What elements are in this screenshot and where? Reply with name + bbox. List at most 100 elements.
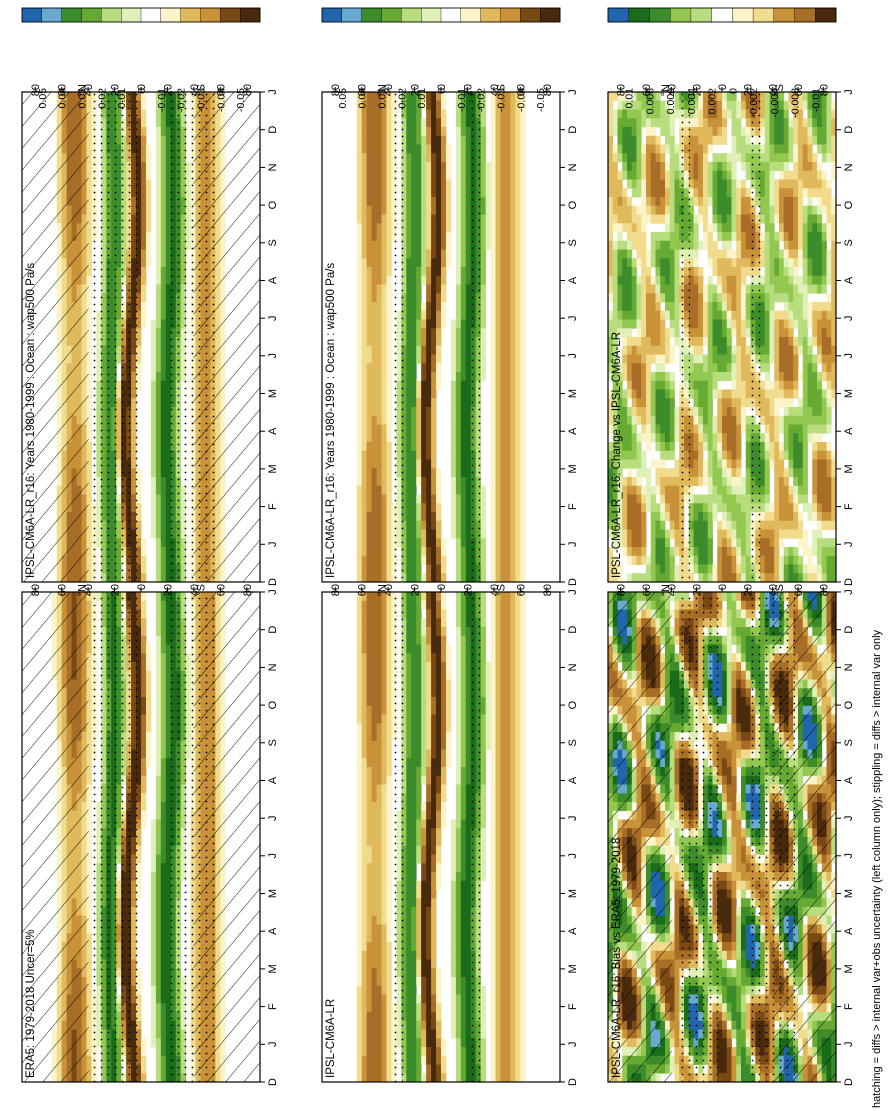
heatmap-cell <box>155 275 162 285</box>
heatmap-cell <box>160 328 167 338</box>
heatmap-cell <box>150 907 157 917</box>
heatmap-cell <box>490 398 496 408</box>
heatmap-cell <box>411 380 417 390</box>
heatmap-cell <box>145 153 152 163</box>
heatmap-cell <box>416 127 422 137</box>
heatmap-cell <box>141 284 147 294</box>
heatmap-cell <box>155 407 162 417</box>
heatmap-cell <box>155 1055 162 1065</box>
heatmap-cell <box>141 267 147 277</box>
heatmap-cell <box>411 275 417 285</box>
heatmap-cell <box>431 468 437 478</box>
heatmap-cell <box>381 302 387 312</box>
heatmap-cell <box>371 450 377 460</box>
heatmap-cell <box>426 328 432 338</box>
heatmap-cell <box>165 162 172 172</box>
month-tick-label: S <box>267 239 279 246</box>
heatmap-cell <box>155 784 162 794</box>
heatmap-cell <box>381 459 387 469</box>
heatmap-cell <box>455 485 462 495</box>
heatmap-cell <box>86 942 92 952</box>
heatmap-cell <box>436 512 442 522</box>
heatmap-cell <box>361 205 368 215</box>
heatmap-cell <box>366 424 372 434</box>
heatmap-cell <box>386 310 392 320</box>
heatmap-cell <box>155 512 162 522</box>
heatmap-cell <box>460 144 467 154</box>
heatmap-cell <box>86 205 92 215</box>
heatmap-cell <box>450 459 457 469</box>
heatmap-cell <box>165 345 172 355</box>
heatmap-cell <box>455 538 462 548</box>
heatmap-cell <box>500 302 506 312</box>
heatmap-cell <box>165 424 172 434</box>
heatmap-cell <box>416 144 422 154</box>
heatmap-cell <box>490 310 496 320</box>
heatmap-cell <box>381 573 387 583</box>
heatmap-cell <box>460 503 467 513</box>
heatmap-cell <box>431 100 437 110</box>
heatmap-cell <box>460 162 467 172</box>
heatmap-cell <box>160 354 167 364</box>
lat-tick-label: 80 <box>242 84 254 96</box>
heatmap-cell <box>141 275 147 285</box>
heatmap-cell <box>431 118 437 128</box>
heatmap-cell <box>86 994 92 1004</box>
heatmap-cell <box>460 214 467 224</box>
heatmap-cell <box>500 267 506 277</box>
heatmap-cell <box>421 555 427 565</box>
heatmap-cell <box>150 985 157 995</box>
heatmap-cell <box>86 705 92 715</box>
heatmap-cell <box>495 450 501 460</box>
heatmap-cell <box>366 512 372 522</box>
heatmap-cell <box>155 767 162 777</box>
heatmap-cell <box>426 547 432 557</box>
heatmap-cell <box>381 485 387 495</box>
heatmap-cell <box>361 153 368 163</box>
heatmap-cell <box>386 494 392 504</box>
heatmap-cell <box>436 380 442 390</box>
heatmap-cell <box>450 477 457 487</box>
heatmap-cell <box>165 205 172 215</box>
heatmap-cell <box>361 135 368 145</box>
heatmap-cell <box>421 450 427 460</box>
heatmap-cell <box>460 380 467 390</box>
heatmap-cell <box>356 118 363 128</box>
heatmap-cell <box>381 363 387 373</box>
heatmap-cell <box>441 310 447 320</box>
heatmap-cell <box>450 520 457 530</box>
heatmap-cell <box>426 564 432 574</box>
heatmap-cell <box>165 767 172 777</box>
heatmap-cell <box>86 670 92 680</box>
heatmap-cell <box>155 389 162 399</box>
heatmap-cell <box>86 644 92 654</box>
heatmap-cell <box>376 337 382 347</box>
heatmap-cell <box>155 345 162 355</box>
heatmap-cell <box>381 214 387 224</box>
heatmap-cell <box>495 415 501 425</box>
heatmap-cell <box>426 529 432 539</box>
heatmap-cell <box>455 205 462 215</box>
heatmap-cell <box>86 144 92 154</box>
heatmap-cell <box>431 258 437 268</box>
heatmap-cell <box>500 372 506 382</box>
heatmap-cell <box>361 354 368 364</box>
heatmap-cell <box>381 197 387 207</box>
heatmap-cell <box>141 1038 147 1048</box>
heatmap-cell <box>411 555 417 565</box>
heatmap-cell <box>160 592 167 602</box>
heatmap-cell <box>386 258 392 268</box>
heatmap-cell <box>155 442 162 452</box>
heatmap-cell <box>371 232 377 242</box>
heatmap-cell <box>86 214 92 224</box>
heatmap-cell <box>86 872 92 882</box>
heatmap-cell <box>145 214 152 224</box>
heatmap-cell <box>411 529 417 539</box>
heatmap-cell <box>141 758 147 768</box>
heatmap-cell <box>356 503 363 513</box>
heatmap-cell <box>495 144 501 154</box>
heatmap-cell <box>86 802 92 812</box>
heatmap-cell <box>455 415 462 425</box>
heatmap-cell <box>141 749 147 759</box>
